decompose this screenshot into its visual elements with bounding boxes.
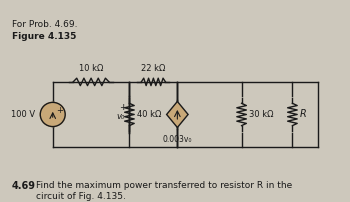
Text: 0.003v₀: 0.003v₀ (163, 135, 192, 144)
Circle shape (40, 102, 65, 127)
Text: 30 kΩ: 30 kΩ (249, 110, 274, 119)
Polygon shape (167, 101, 188, 127)
Text: 10 kΩ: 10 kΩ (79, 64, 103, 73)
Text: For Prob. 4.69.: For Prob. 4.69. (12, 20, 77, 29)
Text: v₀: v₀ (117, 112, 125, 121)
Text: Find the maximum power transferred to resistor R in the
circuit of Fig. 4.135.: Find the maximum power transferred to re… (36, 181, 293, 201)
Text: 100 V: 100 V (11, 110, 35, 119)
Text: 4.69: 4.69 (12, 181, 35, 191)
Text: Figure 4.135: Figure 4.135 (12, 32, 76, 41)
Text: R: R (300, 109, 307, 119)
Text: +: + (57, 106, 63, 115)
Text: +: + (119, 103, 126, 112)
Text: 40 kΩ: 40 kΩ (137, 110, 161, 119)
Text: 22 kΩ: 22 kΩ (141, 64, 166, 73)
